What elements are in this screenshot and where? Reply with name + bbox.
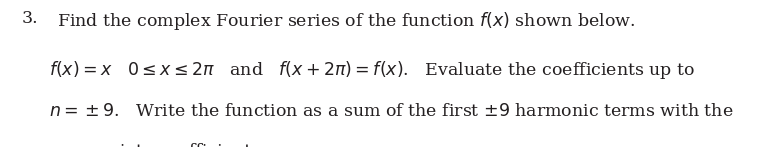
Text: 3.: 3.	[22, 10, 38, 27]
Text: Find the complex Fourier series of the function $f(x)$ shown below.: Find the complex Fourier series of the f…	[57, 10, 635, 32]
Text: appropriate coefficients.: appropriate coefficients.	[49, 143, 265, 147]
Text: $n = \pm9$.   Write the function as a sum of the first $\pm9$ harmonic terms wit: $n = \pm9$. Write the function as a sum …	[49, 103, 734, 120]
Text: $f(x) = x \quad 0 \leq x \leq 2\pi$   and   $f(x+2\pi) = f(x)$.   Evaluate the c: $f(x) = x \quad 0 \leq x \leq 2\pi$ and …	[49, 59, 696, 81]
